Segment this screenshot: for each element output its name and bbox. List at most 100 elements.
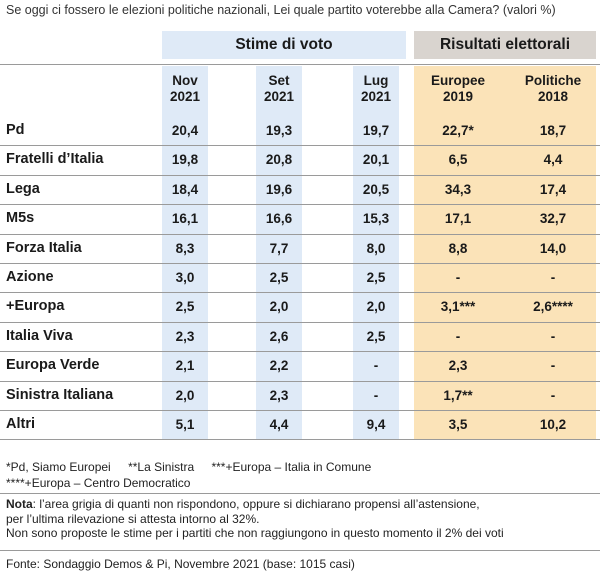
- column-header-year: 2021: [360, 89, 392, 104]
- row-divider: [0, 380, 600, 382]
- value-cell: 3,1***: [440, 299, 476, 315]
- party-label: Fratelli d’Italia: [6, 151, 104, 168]
- value-cell: 2,3: [448, 358, 468, 374]
- row-divider: [0, 263, 600, 264]
- column-header-month: Lug: [363, 73, 389, 88]
- value-cell: 19,8: [171, 152, 199, 168]
- value-cell: 34,3: [444, 181, 472, 197]
- party-label: Italia Viva: [6, 327, 73, 344]
- party-label: Azione: [6, 269, 54, 285]
- value-cell: 2,5: [366, 270, 386, 285]
- column-header-europee-2019: Europee 2019: [414, 73, 502, 105]
- value-cell: 2,1: [175, 358, 195, 374]
- value-cell: 2,5: [269, 270, 289, 285]
- footnote-item: ****+Europa – Centro Democratico: [6, 476, 191, 490]
- notes-block: Nota: l’area grigia di quanti non rispon…: [6, 497, 504, 541]
- value-cell: 8,0: [366, 240, 386, 256]
- column-header-month: Set: [268, 73, 290, 88]
- table-row: M5s 16,1 16,6 15,3 17,1 32,7: [0, 204, 600, 233]
- value-cell: 2,3: [175, 328, 195, 344]
- column-header-nov-2021: Nov 2021: [160, 73, 210, 105]
- row-divider: [0, 439, 600, 441]
- column-header-lug-2021: Lug 2021: [351, 73, 401, 105]
- value-cell: 7,7: [269, 240, 289, 256]
- notes-line: Non sono proposte le stime per i partiti…: [6, 526, 504, 540]
- footnote-item: **La Sinistra: [128, 460, 195, 474]
- value-cell: 2,2: [269, 358, 289, 374]
- value-cell: 16,1: [171, 211, 199, 227]
- value-cell: 20,8: [265, 152, 293, 168]
- notes-line: per l’ultima rilevazione si attesta into…: [6, 511, 260, 526]
- value-cell: 9,4: [366, 417, 386, 432]
- table-row: Lega 18,4 19,6 20,5 34,3 17,4: [0, 175, 600, 204]
- source-divider: [0, 550, 600, 551]
- value-cell: 2,5: [175, 299, 195, 315]
- table-row: +Europa 2,5 2,0 2,0 3,1*** 2,6****: [0, 292, 600, 321]
- group-header-estimates: Stime di voto: [162, 31, 406, 59]
- row-divider: [0, 410, 600, 411]
- value-cell: 20,1: [362, 152, 390, 168]
- column-header-politiche-2018: Politiche 2018: [510, 73, 596, 105]
- value-cell: 22,7*: [442, 123, 474, 138]
- value-cell: 10,2: [539, 417, 567, 432]
- value-cell: 2,3: [269, 387, 289, 403]
- notes-divider: [0, 493, 600, 494]
- table-row: Altri 5,1 4,4 9,4 3,5 10,2: [0, 410, 600, 439]
- value-cell: -: [550, 328, 556, 344]
- table-row: Azione 3,0 2,5 2,5 - -: [0, 263, 600, 292]
- value-cell: -: [455, 328, 461, 344]
- value-cell: 17,1: [444, 211, 472, 227]
- group-header-results: Risultati elettorali: [414, 31, 596, 59]
- value-cell: 18,4: [171, 181, 199, 197]
- header-top-divider: [0, 64, 600, 65]
- value-cell: 19,7: [362, 123, 390, 138]
- value-cell: 19,6: [265, 181, 293, 197]
- row-divider: [0, 174, 600, 176]
- table-row: Pd 20,4 19,3 19,7 22,7* 18,7: [0, 116, 600, 145]
- value-cell: 2,5: [366, 328, 386, 344]
- party-label: Altri: [6, 416, 35, 432]
- value-cell: 2,0: [175, 387, 195, 403]
- value-cell: 2,6: [269, 328, 289, 344]
- value-cell: 5,1: [175, 417, 195, 432]
- footnote-item: ***+Europa – Italia in Comune: [211, 460, 372, 474]
- table-row: Forza Italia 8,3 7,7 8,0 8,8 14,0: [0, 234, 600, 263]
- party-label: M5s: [6, 210, 35, 227]
- value-cell: 3,0: [175, 270, 195, 285]
- column-band-nov-2021: [162, 66, 208, 440]
- question-text: Se oggi ci fossero le elezioni politiche…: [6, 3, 556, 17]
- party-label: Pd: [6, 122, 25, 138]
- value-cell: 14,0: [539, 240, 567, 256]
- value-cell: 2,6****: [533, 299, 573, 315]
- row-divider: [0, 321, 600, 323]
- value-cell: 20,5: [362, 181, 390, 197]
- value-cell: 18,7: [539, 123, 567, 138]
- column-header-month: Nov: [172, 73, 198, 88]
- notes-label: Nota: [6, 497, 33, 511]
- column-band-results: [414, 66, 596, 440]
- footnote-item: *Pd, Siamo Europei: [6, 460, 111, 474]
- table-row: Europa Verde 2,1 2,2 - 2,3 -: [0, 351, 600, 380]
- value-cell: 6,5: [448, 152, 468, 168]
- column-header-election: Politiche: [524, 73, 582, 88]
- value-cell: -: [550, 387, 556, 403]
- value-cell: -: [550, 358, 556, 374]
- row-divider: [0, 204, 600, 206]
- value-cell: -: [550, 270, 556, 285]
- footnote-legend-line1: *Pd, Siamo Europei **La Sinistra ***+Eur…: [6, 460, 385, 474]
- row-divider: [0, 351, 600, 353]
- row-divider: [0, 233, 600, 235]
- column-header-year: 2019: [442, 89, 474, 104]
- value-cell: 32,7: [539, 211, 567, 227]
- row-divider: [0, 145, 600, 147]
- source-text: Fonte: Sondaggio Demos & Pi, Novembre 20…: [6, 557, 355, 571]
- value-cell: -: [455, 270, 461, 285]
- party-label: Forza Italia: [6, 239, 82, 256]
- value-cell: 2,0: [269, 299, 289, 315]
- column-header-set-2021: Set 2021: [254, 73, 304, 105]
- value-cell: -: [373, 358, 379, 374]
- value-cell: 4,4: [543, 152, 563, 168]
- value-cell: 1,7**: [443, 387, 473, 403]
- column-header-election: Europee: [430, 73, 485, 88]
- value-cell: 3,5: [448, 417, 468, 432]
